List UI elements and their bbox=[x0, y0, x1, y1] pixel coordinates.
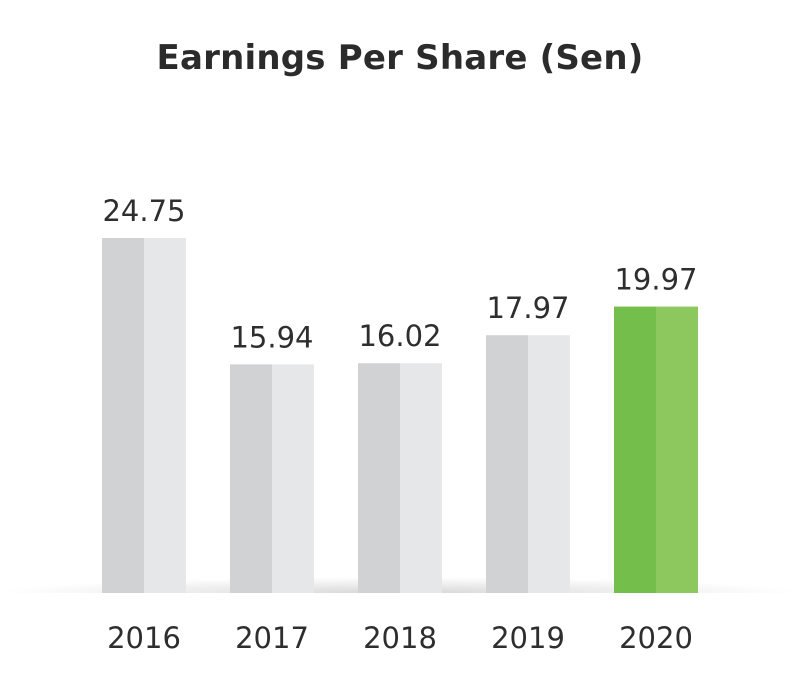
value-label-2019: 17.97 bbox=[486, 291, 569, 325]
bar-2020-right-face bbox=[656, 306, 698, 593]
bar-2016-left-face bbox=[102, 238, 144, 593]
x-tick-label-2018: 2018 bbox=[363, 621, 437, 655]
bar-2020 bbox=[614, 306, 698, 593]
x-tick-label-2020: 2020 bbox=[619, 621, 693, 655]
bar-2020-left-face bbox=[614, 306, 656, 593]
value-label-2017: 15.94 bbox=[230, 320, 313, 354]
bar-2017-left-face bbox=[230, 364, 272, 593]
labels-layer: 24.75 2016 15.94 2017 16.02 2018 17.97 2019 19.9… bbox=[102, 194, 697, 655]
bar-2019 bbox=[486, 335, 570, 593]
x-tick-label-2019: 2019 bbox=[491, 621, 565, 655]
bar-2016-right-face bbox=[144, 238, 186, 593]
chart-title: Earnings Per Share (Sen) bbox=[156, 38, 644, 78]
bar-2017 bbox=[230, 364, 314, 593]
bar-2017-right-face bbox=[272, 364, 314, 593]
bar-2018-right-face bbox=[400, 363, 442, 593]
bar-2018 bbox=[358, 363, 442, 593]
x-tick-label-2017: 2017 bbox=[235, 621, 309, 655]
bar-2016 bbox=[102, 238, 186, 593]
value-label-2016: 24.75 bbox=[102, 194, 185, 228]
bar-2019-right-face bbox=[528, 335, 570, 593]
x-tick-label-2016: 2016 bbox=[107, 621, 181, 655]
bar-2018-left-face bbox=[358, 363, 400, 593]
bar-2019-left-face bbox=[486, 335, 528, 593]
value-label-2020: 19.97 bbox=[614, 263, 697, 297]
floor-mask bbox=[0, 593, 800, 613]
bars-layer bbox=[102, 238, 698, 593]
value-label-2018: 16.02 bbox=[358, 319, 441, 353]
